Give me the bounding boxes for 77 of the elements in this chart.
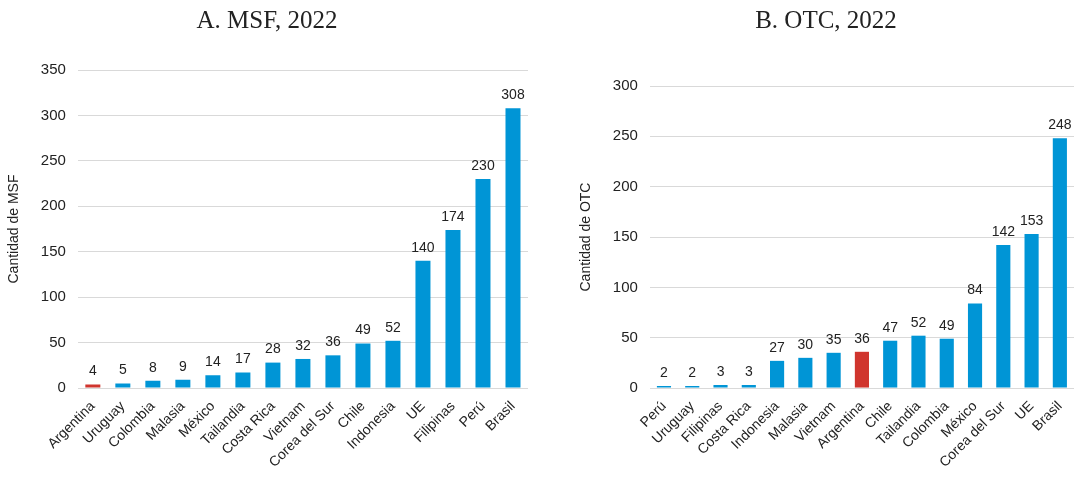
bar: [265, 362, 281, 388]
y-tick-label: 200: [612, 176, 638, 194]
y-tick-label: 0: [57, 378, 66, 396]
data-label: 9: [178, 357, 187, 374]
data-label: 30: [797, 335, 814, 352]
bar: [475, 179, 491, 388]
data-label: 32: [295, 336, 311, 353]
data-label: 27: [769, 338, 786, 355]
bar: [854, 351, 869, 388]
data-label: 49: [938, 316, 955, 333]
data-label: 248: [1048, 116, 1072, 133]
y-tick-label: 150: [40, 241, 66, 259]
data-label: 3: [744, 362, 753, 379]
y-tick-label: 350: [40, 60, 66, 78]
y-axis-title: Cantidad de OTC: [577, 182, 594, 292]
bar: [175, 379, 191, 388]
data-label: 142: [991, 222, 1016, 239]
data-label: 14: [205, 353, 221, 370]
bar: [713, 385, 728, 388]
bar: [939, 338, 954, 388]
bar: [967, 303, 983, 388]
bar: [445, 229, 461, 388]
bar: [505, 108, 521, 388]
y-tick-label: 150: [612, 227, 638, 245]
y-tick-label: 300: [612, 76, 638, 94]
y-axis-title: Cantidad de MSF: [5, 174, 22, 284]
bar: [115, 383, 131, 388]
y-tick-label: 250: [612, 126, 638, 144]
data-label: 8: [148, 358, 157, 375]
data-label: 47: [882, 318, 899, 335]
y-tick-label: 100: [40, 287, 66, 305]
y-tick-label: 50: [49, 332, 66, 350]
bar: [1052, 138, 1067, 388]
bar: [205, 375, 221, 388]
data-label: 2: [688, 363, 697, 380]
bar: [235, 372, 251, 388]
chart-title: B. OTC, 2022: [755, 5, 897, 33]
y-tick-label: 300: [40, 105, 66, 123]
bar: [1024, 234, 1039, 388]
chart-title: A. MSF, 2022: [196, 5, 338, 33]
bar: [385, 340, 401, 388]
data-label: 2: [660, 363, 669, 380]
data-label: 52: [910, 313, 927, 330]
data-label: 35: [825, 330, 842, 347]
data-label: 3: [716, 362, 725, 379]
bar: [85, 384, 101, 388]
bar: [295, 358, 311, 388]
data-label: 49: [355, 321, 371, 338]
y-tick-label: 250: [40, 151, 66, 169]
data-label: 140: [411, 238, 435, 255]
y-tick-label: 200: [40, 196, 66, 214]
data-label: 153: [1019, 211, 1044, 228]
bar: [883, 340, 898, 388]
data-label: 36: [854, 329, 870, 346]
data-label: 28: [265, 340, 281, 357]
y-tick-label: 100: [612, 277, 638, 295]
bar: [741, 385, 756, 388]
bar: [325, 355, 341, 388]
bar: [996, 245, 1011, 388]
data-label: 52: [385, 318, 401, 335]
data-label: 308: [501, 86, 525, 103]
data-label: 36: [325, 333, 341, 350]
data-label: 4: [88, 362, 97, 379]
bar: [355, 343, 371, 388]
data-label: 5: [118, 361, 127, 378]
y-tick-label: 0: [629, 378, 638, 396]
bar: [415, 260, 431, 388]
data-label: 84: [967, 281, 984, 298]
bar: [911, 335, 926, 388]
y-tick-label: 50: [621, 327, 638, 345]
bar: [770, 360, 785, 388]
data-label: 17: [235, 350, 251, 367]
data-label: 174: [441, 207, 465, 224]
bar: [826, 352, 841, 388]
bar: [145, 380, 161, 388]
data-label: 230: [471, 156, 495, 173]
bar: [798, 357, 813, 388]
